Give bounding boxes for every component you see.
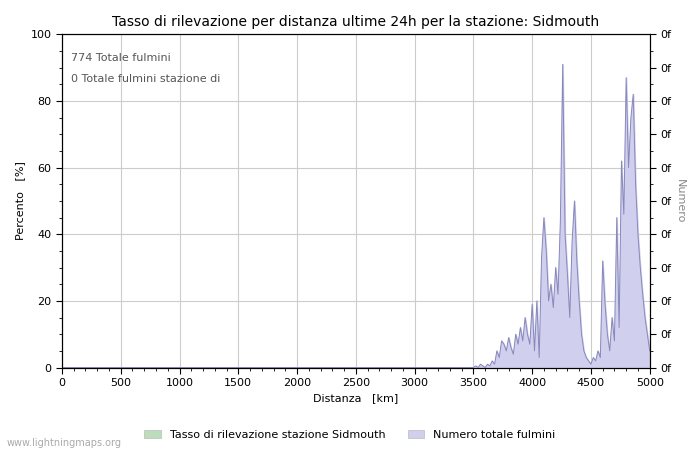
Y-axis label: Numero: Numero [675, 179, 685, 223]
Title: Tasso di rilevazione per distanza ultime 24h per la stazione: Sidmouth: Tasso di rilevazione per distanza ultime… [112, 15, 599, 29]
Text: 774 Totale fulmini: 774 Totale fulmini [71, 53, 171, 63]
Text: 0 Totale fulmini stazione di: 0 Totale fulmini stazione di [71, 74, 220, 84]
Y-axis label: Percento   [%]: Percento [%] [15, 162, 25, 240]
X-axis label: Distanza   [km]: Distanza [km] [313, 393, 398, 404]
Text: www.lightningmaps.org: www.lightningmaps.org [7, 438, 122, 448]
Legend: Tasso di rilevazione stazione Sidmouth, Numero totale fulmini: Tasso di rilevazione stazione Sidmouth, … [140, 425, 560, 445]
